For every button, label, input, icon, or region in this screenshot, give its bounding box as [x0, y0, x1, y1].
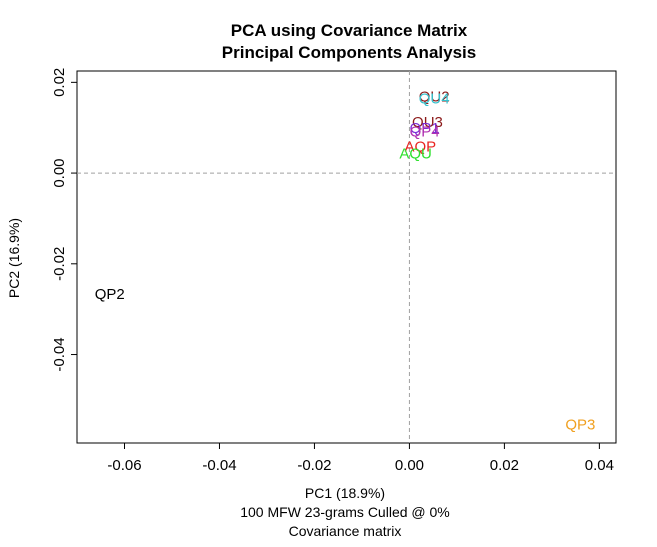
x-tick-label: -0.06 — [107, 457, 141, 474]
data-point-label: QP1 — [410, 120, 440, 137]
data-point-label: AQP — [405, 138, 437, 155]
chart-subtitle: Principal Components Analysis — [222, 43, 476, 62]
chart-title: PCA using Covariance Matrix — [231, 21, 468, 40]
caption-line-2: Covariance matrix — [289, 523, 402, 539]
data-point-label: QU2 — [419, 88, 450, 105]
data-point-label: QP2 — [95, 286, 125, 303]
x-tick-label: 0.02 — [490, 457, 519, 474]
plot-frame — [76, 70, 617, 444]
y-tick-label: 0.00 — [51, 158, 68, 187]
y-tick-label: 0.02 — [51, 68, 68, 97]
caption-line-1: 100 MFW 23-grams Culled @ 0% — [240, 504, 450, 520]
x-tick-label: 0.00 — [395, 457, 424, 474]
data-point-label: QP3 — [565, 416, 595, 433]
y-axis: -0.04 -0.02 0.00 0.02 — [51, 68, 77, 372]
reference-lines — [77, 71, 616, 443]
data-point-label: QU3 — [412, 114, 443, 131]
x-tick-label: 0.04 — [585, 457, 614, 474]
data-point-label: QU4 — [419, 91, 450, 108]
data-point-label: AQU — [399, 146, 432, 163]
data-point-label: QP4 — [410, 124, 440, 141]
x-axis: -0.06 -0.04 -0.02 0.00 0.02 0.04 — [107, 443, 614, 474]
x-tick-label: -0.02 — [297, 457, 331, 474]
x-tick-label: -0.04 — [202, 457, 236, 474]
y-axis-label: PC2 (16.9%) — [6, 218, 22, 298]
x-axis-label: PC1 (18.9%) — [305, 485, 385, 501]
y-tick-label: -0.02 — [51, 247, 68, 281]
y-tick-label: -0.04 — [51, 337, 68, 371]
